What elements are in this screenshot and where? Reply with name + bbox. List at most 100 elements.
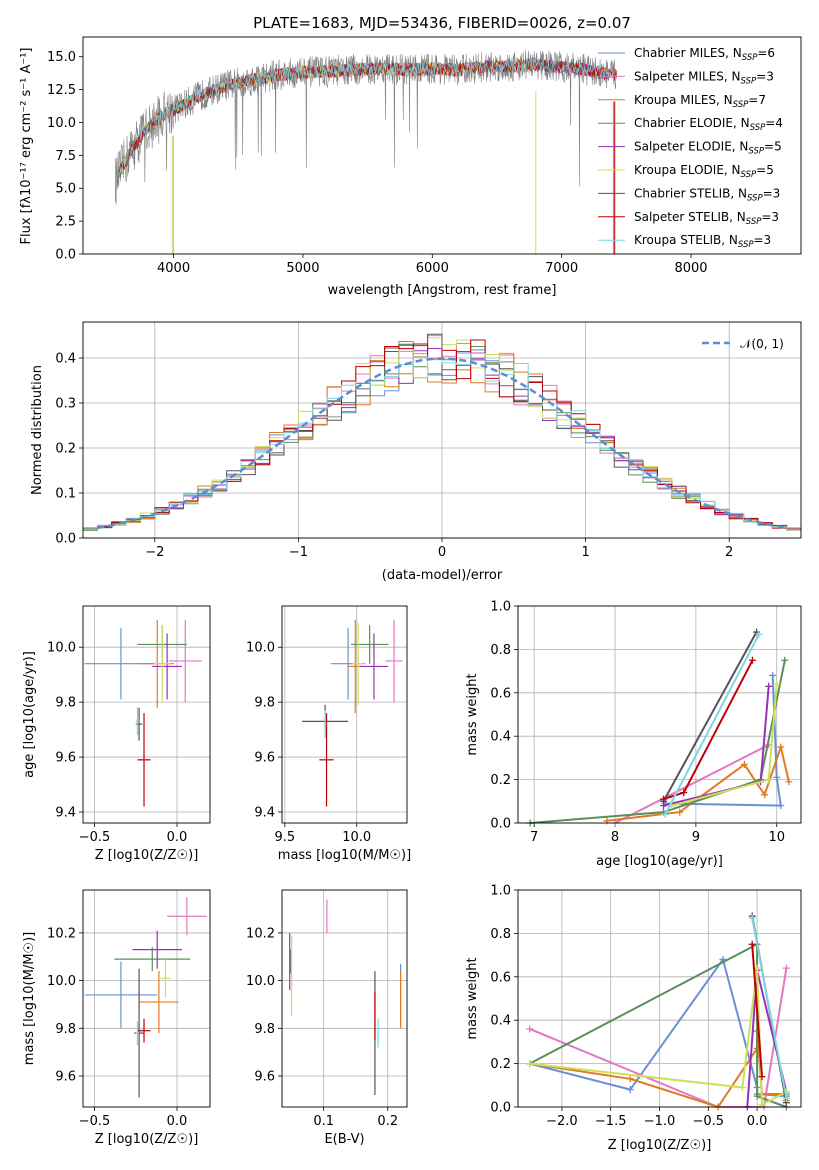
y-tick-label: 12.5 [47, 83, 76, 98]
x-tick-label: −2.0 [546, 1114, 578, 1129]
legend-label: Chabrier MILES, NSSP=6 [634, 46, 775, 63]
x-tick-label: −2 [145, 545, 164, 560]
y-tick-label: 10.0 [47, 116, 76, 131]
chabrier_miles-marker [773, 773, 781, 781]
y-tick-label: 9.6 [254, 1070, 275, 1085]
chabrier_elodie-line [530, 660, 786, 824]
y-axis-label: mass weight [465, 957, 480, 1039]
kroupa_elodie-marker [738, 1083, 746, 1091]
x-tick-label: −1.5 [595, 1114, 627, 1129]
legend-label: 𝒩(0, 1) [740, 337, 784, 351]
x-tick-label: −1 [289, 545, 308, 560]
y-tick-label: 10.0 [47, 974, 76, 989]
y-tick-label: 2.5 [55, 215, 76, 230]
x-tick-label: 9 [692, 830, 700, 845]
salpeter_stelib-errorbar-point [137, 713, 151, 807]
y-tick-label: 0.0 [55, 532, 76, 547]
legend-label: Kroupa MILES, NSSP=7 [634, 93, 766, 110]
legend-entry: Salpeter ELODIE, NSSP=5 [598, 140, 782, 157]
x-axis-label: Z [log10(Z/Z☉)] [95, 1132, 199, 1147]
x-axis-label: wavelength [Angstrom, rest frame] [328, 283, 557, 298]
x-tick-label: 8 [611, 830, 619, 845]
y-tick-label: 0.2 [490, 1057, 511, 1072]
y-tick-label: 0.4 [490, 730, 511, 745]
legend-label: Salpeter ELODIE, NSSP=5 [634, 140, 782, 157]
kroupa_stelib-line [664, 633, 760, 815]
axes-frame [82, 36, 802, 255]
age_vs_Z-axes: −0.5 0.0 9.4 9.6 9.8 10.0 Z [log10(Z/Z☉)] age [… [22, 605, 211, 863]
chabrier_stelib-model-line [118, 58, 614, 178]
x-tick-label: 10 [768, 830, 785, 845]
salpeter_miles-line [614, 744, 770, 824]
kroupa_miles-errorbar-point [139, 971, 179, 1034]
chabrier_elodie-errorbar-point [350, 625, 389, 664]
x-tick-label: 0.0 [167, 830, 188, 845]
x-tick-label: −1.0 [644, 1114, 676, 1129]
y-axis-label: mass weight [465, 673, 480, 755]
mass_vs_Z-axes: −0.5 0.0 9.6 9.8 10.0 10.2 Z [log10(Z/Z☉)] mass… [22, 889, 211, 1147]
kroupa_miles-marker [740, 760, 748, 768]
legend-label: Kroupa ELODIE, NSSP=5 [634, 163, 774, 180]
chabrier_miles-errorbar-point [84, 961, 158, 1029]
chabrier_miles-marker [769, 671, 777, 679]
axes-frame [281, 605, 408, 824]
salpeter_stelib-errorbar-point [319, 713, 334, 807]
y-tick-label: 0.6 [490, 970, 511, 985]
salpeter_stelib-histogram [83, 339, 801, 533]
kroupa_miles-marker [676, 808, 684, 816]
x-tick-label: 0.0 [167, 1114, 188, 1129]
age_vs_mass-axes: 9.5 10.0 9.4 9.6 9.8 10.0 mass [log10(M/M☉)] [246, 605, 411, 863]
kroupa_stelib-marker [748, 914, 756, 922]
salpeter_stelib-marker [758, 1073, 766, 1081]
salpeter_stelib-marker [680, 789, 688, 797]
kroupa_stelib-marker [782, 1094, 790, 1102]
kroupa_stelib-line [751, 918, 788, 1099]
y-tick-label: 7.5 [55, 149, 76, 164]
spectrum-lines [115, 50, 618, 254]
y-tick-label: 0.2 [55, 442, 76, 457]
y-tick-label: 0.0 [55, 248, 76, 263]
chabrier_elodie-errorbar-point [114, 947, 191, 972]
chabrier_elodie-marker [781, 656, 789, 664]
x-tick-label: 0 [438, 545, 446, 560]
kroupa_elodie-marker [526, 1060, 534, 1068]
axes-frame [281, 889, 408, 1108]
y-tick-label: 1.0 [490, 884, 511, 899]
legend-entry: Kroupa MILES, NSSP=7 [598, 93, 766, 110]
legend-entry: Salpeter MILES, NSSP=3 [598, 69, 774, 86]
x-axis-label: age [log10(age/yr)] [596, 854, 723, 869]
chabrier_miles-line [665, 675, 782, 807]
kroupa_miles-marker [626, 1075, 634, 1083]
x-tick-label: −0.5 [693, 1114, 725, 1129]
axes-frame [517, 605, 802, 824]
y-tick-label: 0.8 [490, 927, 511, 942]
x-tick-label: 10.0 [342, 830, 371, 845]
x-tick-label: 4000 [157, 261, 190, 276]
y-tick-label: 0.0 [490, 1101, 511, 1116]
x-axis-label: mass [log10(M/M☉)] [278, 848, 411, 863]
kroupa_miles-model-line [118, 58, 613, 175]
kroupa_miles-series [603, 743, 793, 825]
y-tick-label: 9.8 [55, 696, 76, 711]
y-tick-label: 9.8 [55, 1022, 76, 1037]
axes-frame [82, 605, 211, 824]
x-tick-label: 7 [530, 830, 538, 845]
y-tick-label: 9.4 [254, 806, 275, 821]
salpeter_miles-errorbar-point [385, 619, 403, 703]
legend-label: Kroupa STELIB, NSSP=3 [634, 233, 771, 250]
x-tick-label: 7000 [545, 261, 578, 276]
kroupa_stelib-series [748, 914, 790, 1102]
salpeter_miles-errorbar-point [168, 619, 202, 703]
kroupa_elodie-marker [765, 776, 773, 784]
legend-entry: Kroupa STELIB, NSSP=3 [598, 233, 771, 250]
salpeter_miles-errorbar-point [167, 897, 207, 936]
chabrier_stelib-line [662, 631, 758, 802]
x-tick-label: −0.5 [79, 830, 111, 845]
salpeter_stelib-series [660, 656, 756, 803]
kroupa_miles-line [606, 743, 790, 822]
x-tick-label: 5000 [286, 261, 319, 276]
x-tick-label: 8000 [674, 261, 707, 276]
axes-frame [82, 889, 211, 1108]
x-tick-label: 0.2 [377, 1114, 398, 1129]
